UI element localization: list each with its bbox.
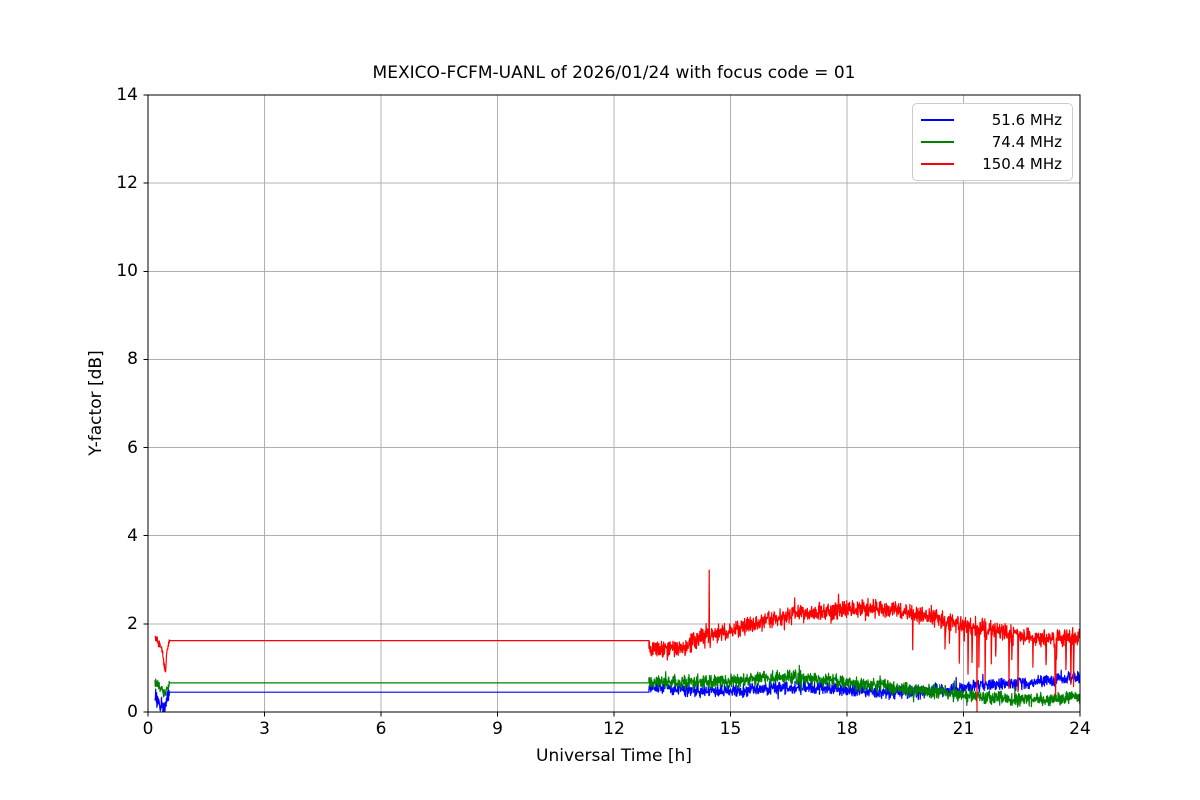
legend-line-swatch-150-4-mhz <box>921 163 954 165</box>
x-axis-label: Universal Time [h] <box>536 746 692 766</box>
y-tick-label-8: 8 <box>127 349 138 370</box>
series-line-51-6-mhz <box>154 669 1080 712</box>
x-tick-label-12: 12 <box>603 719 625 739</box>
legend-entry-150-4-mhz: 150.4 MHz <box>921 153 1062 175</box>
x-tick-label-6: 6 <box>375 719 387 739</box>
x-tick-label-0: 0 <box>142 719 154 739</box>
y-tick-label-10: 10 <box>116 261 138 282</box>
x-tick-label-18: 18 <box>836 719 858 739</box>
y-tick-label-2: 2 <box>127 613 138 634</box>
legend-label-51-6-mhz: 51.6 MHz <box>991 111 1062 129</box>
legend-line-swatch-74-4-mhz <box>921 141 954 143</box>
y-tick-label-14: 14 <box>116 85 138 105</box>
series-line-150-4-mhz <box>154 569 1080 712</box>
legend-entry-74-4-mhz: 74.4 MHz <box>921 131 1062 153</box>
legend: 51.6 MHz 74.4 MHz 150.4 MHz <box>912 103 1073 181</box>
legend-line-swatch-51-6-mhz <box>921 119 954 121</box>
x-tick-label-24: 24 <box>1069 719 1091 739</box>
legend-entry-51-6-mhz: 51.6 MHz <box>921 109 1062 131</box>
series-line-74-4-mhz <box>154 664 1080 708</box>
axes-spines <box>147 94 1081 713</box>
y-tick-label-4: 4 <box>127 525 138 546</box>
x-tick-label-15: 15 <box>719 719 742 739</box>
legend-label-150-4-mhz: 150.4 MHz <box>982 155 1062 173</box>
y-tick-label-12: 12 <box>116 173 138 194</box>
chart-title: MEXICO-FCFM-UANL of 2026/01/24 with focu… <box>372 63 856 83</box>
plot-area <box>143 94 1081 717</box>
y-tick-label-6: 6 <box>127 437 138 458</box>
x-tick-label-21: 21 <box>952 719 975 739</box>
legend-label-74-4-mhz: 74.4 MHz <box>991 133 1062 151</box>
x-tick-label-9: 9 <box>492 719 503 739</box>
y-tick-label-0: 0 <box>127 702 138 722</box>
x-tick-label-3: 3 <box>259 719 270 739</box>
